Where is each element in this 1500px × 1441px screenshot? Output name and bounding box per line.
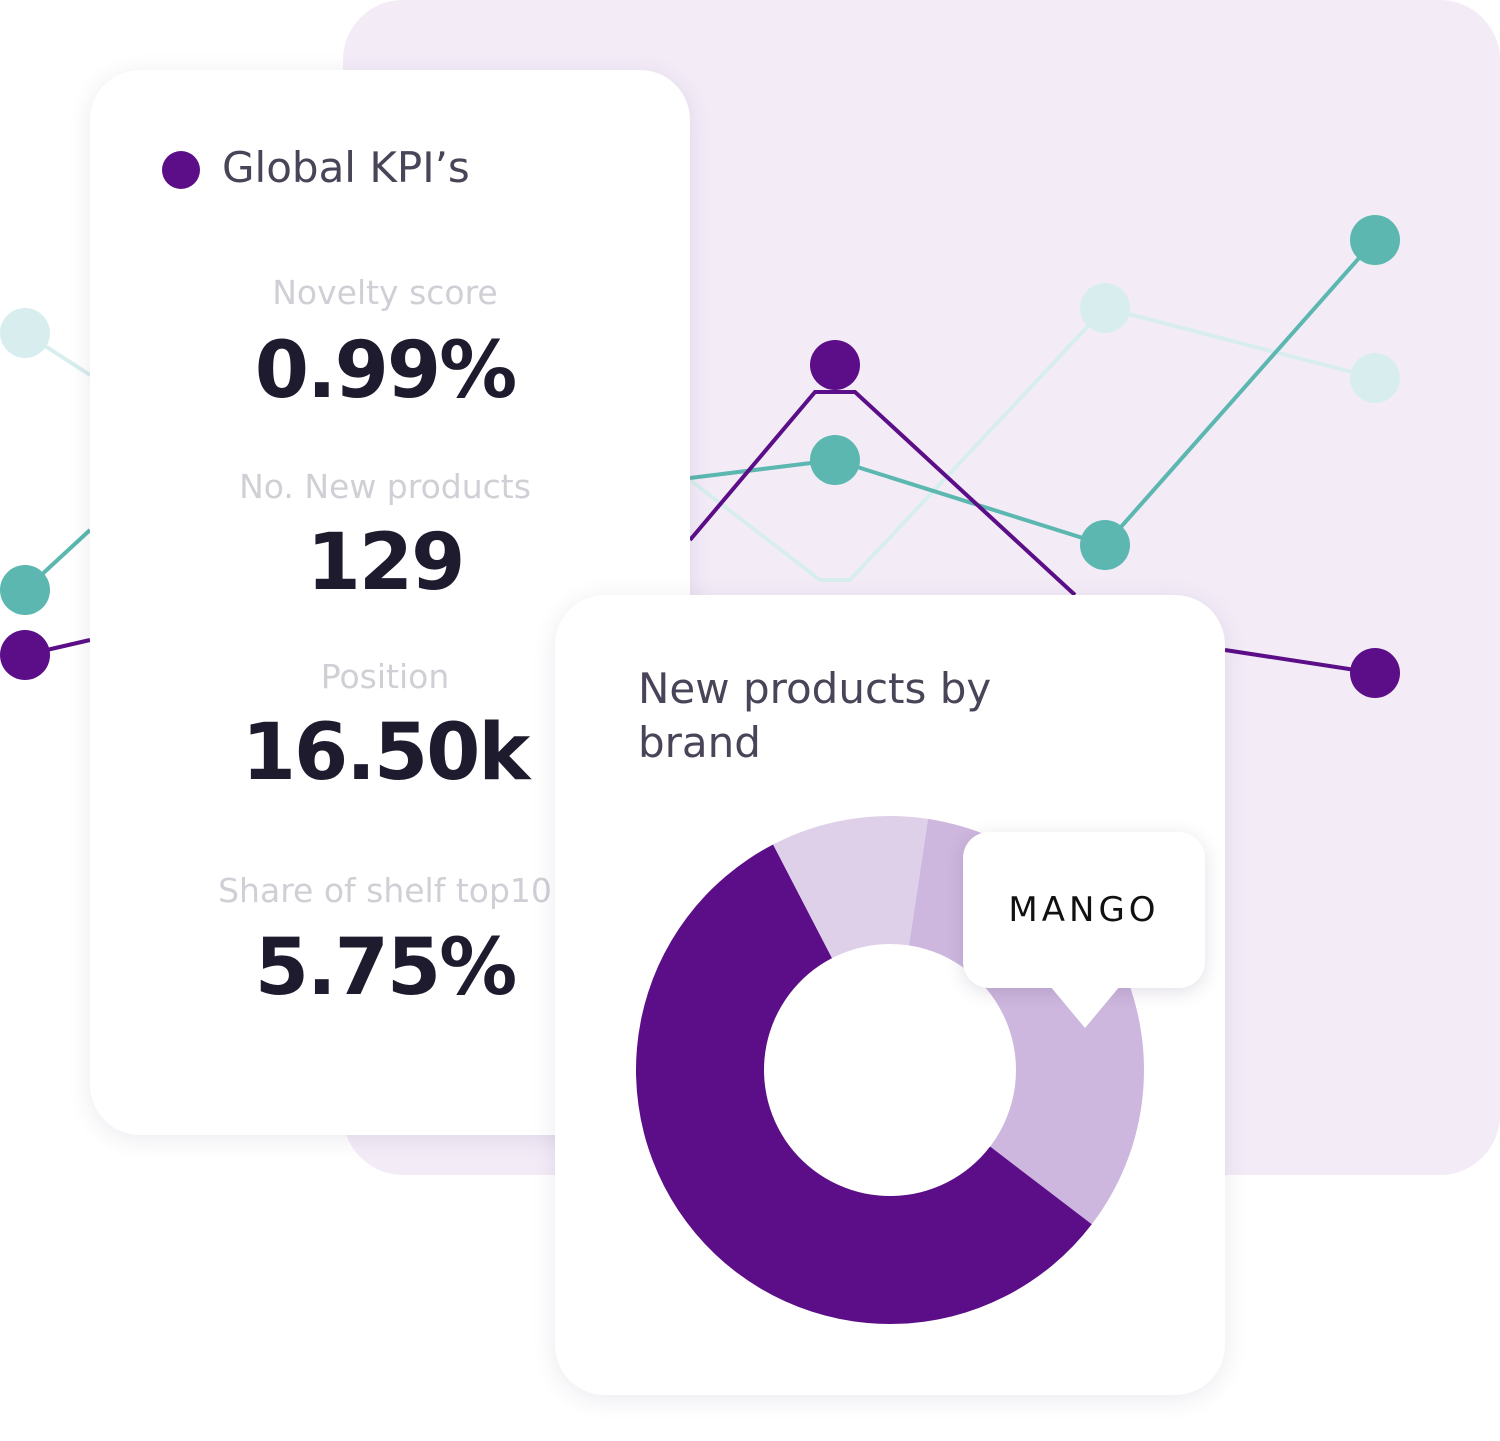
- line: [688, 390, 1077, 597]
- point: [0, 565, 50, 615]
- point: [1080, 283, 1130, 333]
- point: [1350, 648, 1400, 698]
- tooltip: MANGO: [963, 832, 1205, 988]
- kpi-value: 0.99%: [254, 326, 518, 416]
- point: [0, 630, 50, 680]
- kpi-title: Global KPI’s: [222, 143, 470, 192]
- title-dot: [162, 151, 200, 189]
- point: [1350, 215, 1400, 265]
- point: [810, 340, 860, 390]
- kpi-label: Share of shelf top10: [218, 871, 552, 910]
- donut-segment: [773, 816, 928, 959]
- point: [810, 435, 860, 485]
- point: [1350, 353, 1400, 403]
- line: [1224, 648, 1376, 675]
- point: [0, 308, 50, 358]
- line: [688, 305, 1376, 582]
- kpi-label: Novelty score: [272, 273, 498, 312]
- kpi-label: Position: [320, 657, 450, 696]
- kpi-label: No. New products: [239, 467, 531, 506]
- kpi-value: 16.50k: [241, 708, 531, 798]
- point: [1080, 520, 1130, 570]
- kpi-value: 5.75%: [254, 923, 518, 1013]
- tooltip-pointer: [1050, 986, 1120, 1028]
- kpi-value: 129: [306, 518, 466, 608]
- donut-segment: [635, 844, 1092, 1324]
- chart-title: New products by brand: [638, 664, 992, 767]
- line: [689, 238, 1377, 548]
- donut-chart: [635, 816, 1144, 1324]
